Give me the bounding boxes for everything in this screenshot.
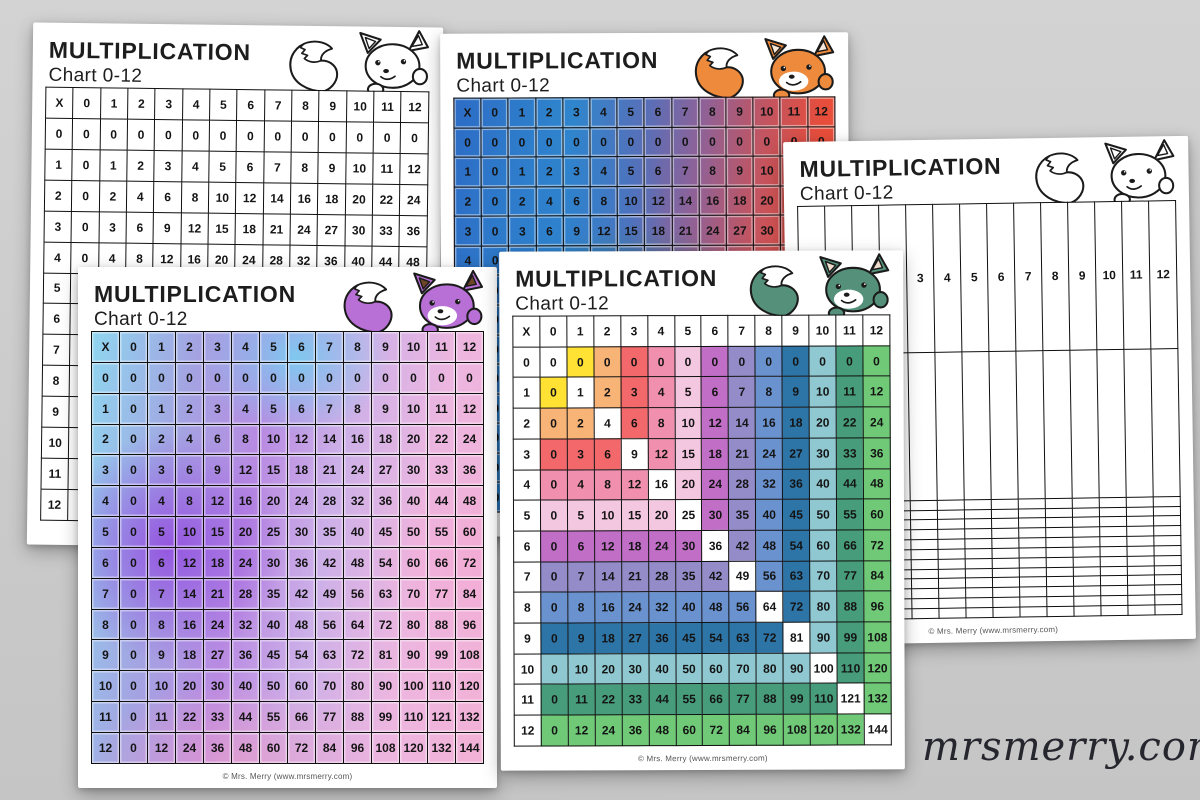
copyright-footer: © Mrs. Merry (www.mrsmerry.com) bbox=[222, 772, 353, 781]
mrsmerry-logo: mrsmerry.com bbox=[922, 724, 1200, 770]
purple-fox-icon bbox=[303, 269, 491, 337]
title-multiplication: MULTIPLICATION bbox=[94, 281, 296, 307]
page-purple-multiplication-chart: MULTIPLICATION Chart 0-12 X 0 1 2 3 4 5 6 7 8 9 10 1… bbox=[78, 267, 497, 788]
chart-title: MULTIPLICATION Chart 0-12 bbox=[515, 264, 718, 316]
page-green-multiplication-chart: MULTIPLICATION Chart 0-12 X 0 1 2 3 4 5 6 7 8 9 10 1… bbox=[499, 250, 905, 771]
chart-title: MULTIPLICATION Chart 0-12 bbox=[94, 283, 296, 331]
chart-title: MULTIPLICATION Chart 0-12 bbox=[48, 36, 252, 89]
title-chart-range: Chart 0-12 bbox=[94, 309, 188, 330]
title-multiplication: MULTIPLICATION bbox=[48, 36, 252, 66]
page-bw-multiplication-chart: MULTIPLICATION Chart 0-12 X 0 1 2 3 4 5 6 7 8 9 10 1… bbox=[26, 22, 444, 550]
title-multiplication: MULTIPLICATION bbox=[515, 264, 718, 292]
title-chart-range: Chart 0-12 bbox=[456, 75, 551, 97]
title-multiplication: MULTIPLICATION bbox=[799, 152, 1002, 182]
page-blank-multiplication-chart: MULTIPLICATION Chart 0-12 X0123456789101… bbox=[783, 135, 1196, 646]
chart-title: MULTIPLICATION Chart 0-12 bbox=[799, 152, 1002, 206]
orange-fox-icon bbox=[654, 34, 842, 103]
chart-title: MULTIPLICATION Chart 0-12 bbox=[456, 46, 659, 98]
white-fox-icon bbox=[994, 138, 1183, 207]
white-fox-icon bbox=[248, 27, 437, 97]
title-chart-range: Chart 0-12 bbox=[48, 64, 143, 87]
title-chart-range: Chart 0-12 bbox=[799, 182, 894, 205]
title-chart-range: Chart 0-12 bbox=[515, 293, 610, 315]
green-fox-icon bbox=[709, 252, 897, 321]
title-multiplication: MULTIPLICATION bbox=[456, 46, 659, 74]
copyright-footer: © Mrs. Merry (www.mrsmerry.com) bbox=[637, 753, 768, 764]
page-rainbow-multiplication-chart: MULTIPLICATION Chart 0-12 X 0 1 2 3 4 5 6 7 8 9 10 1… bbox=[440, 32, 850, 537]
